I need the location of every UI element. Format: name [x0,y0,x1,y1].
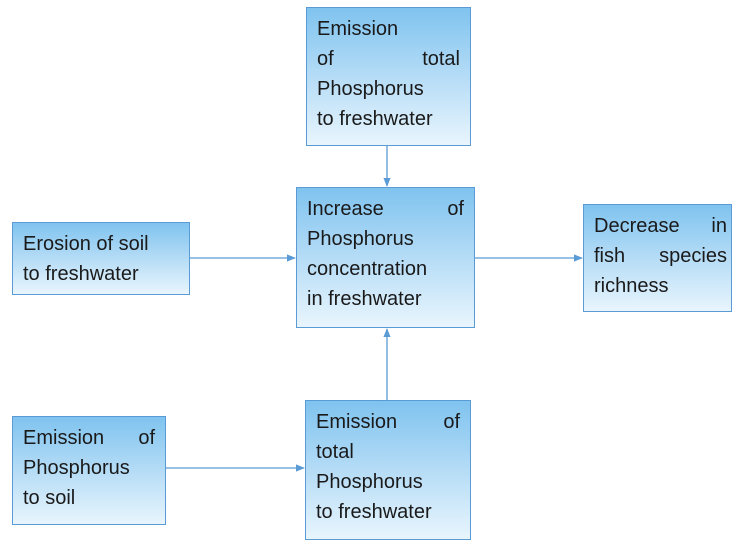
node: Emission of total Phosphorus to freshwat… [305,400,471,540]
node-text: to freshwater [316,501,432,523]
node: Decrease in fish species richness [583,204,732,312]
node-text: in freshwater [307,288,422,310]
node: Emission of Phosphorus to soil [12,416,166,525]
node-text: Phosphorus [23,457,130,479]
node-text: Phosphorus [307,228,414,250]
node: Emission of total Phosphorus to freshwat… [306,7,471,146]
node-text: of total [317,48,460,70]
node-text: Phosphorus [316,471,423,493]
node-text: Emission of [23,427,155,449]
node-text: Emission of [316,411,460,433]
node-text: concentration [307,258,428,280]
node-text: total [316,441,354,463]
node-text: Emission [317,18,399,40]
node-text: Erosion of soil [23,233,149,255]
node: Erosion of soil to freshwater [12,222,190,295]
node-text: fish species [594,245,727,267]
node-text: to freshwater [23,263,139,285]
node-text: richness [594,275,669,297]
node-text: Phosphorus [317,78,424,100]
node: Increase of Phosphorus concentration in … [296,187,475,328]
node-text: to soil [23,487,76,509]
node-text: to freshwater [317,108,433,130]
node-text: Decrease in [594,215,727,237]
node-text: Increase of [307,198,464,220]
